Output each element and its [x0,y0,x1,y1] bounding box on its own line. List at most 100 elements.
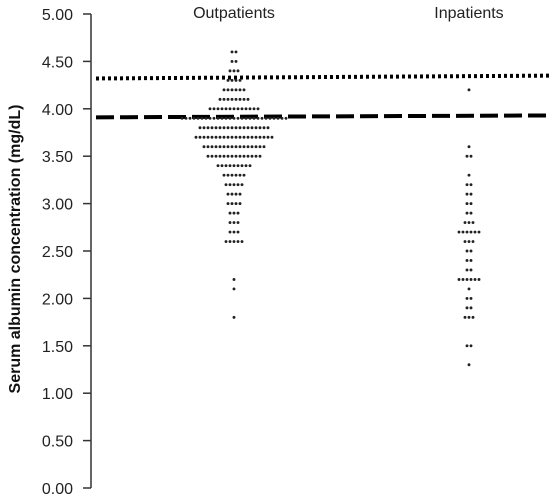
outpatient-data-point [220,116,224,120]
outpatient-data-point [206,135,210,139]
outpatient-data-point [250,135,254,139]
outpatient-data-point [276,116,280,120]
outpatient-data-point [222,145,226,149]
inpatient-data-point [465,259,469,262]
outpatient-data-point [212,116,216,120]
outpatient-data-point [236,183,240,187]
outpatient-data-point [240,107,244,111]
inpatient-data-point [477,277,481,281]
outpatient-data-point [242,154,246,158]
outpatient-data-point [244,164,248,168]
outpatient-data-point [236,240,240,243]
outpatient-data-point [236,69,240,73]
inpatient-data-point [473,230,477,234]
outpatient-data-point [270,135,274,139]
outpatient-data-point [208,107,212,111]
outpatient-data-point [246,154,250,158]
outpatient-data-point [250,145,254,149]
outpatient-data-point [226,154,230,158]
outpatient-data-point [236,211,240,215]
outpatient-data-point [230,202,234,206]
inpatient-data-point [461,230,465,234]
outpatient-data-point [220,164,224,168]
outpatient-data-point [238,88,242,92]
outpatient-data-point [232,315,236,319]
outpatient-data-point [194,135,198,139]
inpatient-data-point [471,315,475,319]
outpatient-data-point [214,145,218,149]
outpatient-data-point [238,145,242,149]
outpatient-data-point [230,78,234,82]
outpatient-data-point [272,116,276,120]
outpatient-data-point [234,50,238,54]
outpatient-data-point [214,154,218,158]
outpatient-data-point [228,183,232,187]
outpatient-data-point [218,135,222,139]
outpatient-data-point [210,154,214,158]
inpatient-data-point [469,230,473,234]
outpatient-data-point [202,126,206,130]
outpatient-data-point [262,126,266,130]
outpatient-data-point [260,116,264,120]
inpatient-data-point [465,183,469,187]
outpatient-data-point [236,221,240,225]
outpatient-data-point [230,145,234,149]
outpatient-data-point [200,116,204,120]
outpatient-data-point [234,154,238,158]
outpatient-data-point [228,211,232,215]
y-tick-label: 1.50 [42,339,73,356]
outpatient-data-point [226,78,230,82]
outpatient-data-point [234,173,238,177]
inpatient-data-point [469,202,473,206]
outpatient-data-point [238,154,242,158]
outpatient-data-point [232,183,236,187]
outpatient-data-point [210,135,214,139]
outpatient-data-point [216,116,220,120]
outpatient-data-point [254,154,258,158]
outpatient-data-point [234,145,238,149]
outpatient-data-point [250,154,254,158]
outpatient-data-point [212,107,216,111]
outpatient-data-point [230,59,234,63]
outpatient-data-point [224,240,228,243]
outpatient-data-point [246,145,250,149]
category-label-outpatients: Outpatients [193,5,275,22]
inpatient-data-point [469,268,473,272]
outpatient-data-point [228,230,232,234]
outpatient-data-point [222,135,226,139]
outpatient-data-point [246,97,250,101]
inpatient-data-point [469,154,473,158]
outpatient-data-point [216,164,220,168]
outpatient-data-point [234,135,238,139]
reference-line-dashed [95,113,553,120]
inpatient-data-point [467,363,471,367]
outpatient-data-point [258,145,262,149]
outpatient-data-point [224,164,228,168]
outpatient-data-point [236,107,240,111]
outpatient-data-point [232,287,236,291]
outpatient-data-point [232,221,236,225]
outpatient-data-point [224,183,228,187]
outpatient-data-point [210,145,214,149]
outpatient-data-point [232,277,236,281]
outpatient-data-point [232,116,236,120]
outpatient-data-point [258,126,262,130]
outpatient-data-point [236,116,240,120]
inpatient-data-point [465,202,469,206]
inpatient-data-point [473,277,477,281]
outpatient-data-point [220,107,224,111]
inpatient-data-point [471,240,475,243]
outpatient-data-point [234,126,238,130]
outpatient-data-point [238,192,242,196]
inpatient-data-point [457,230,461,234]
outpatient-data-point [218,126,222,130]
outpatient-data-point [266,126,270,130]
outpatient-data-point [252,107,256,111]
outpatient-data-point [234,88,238,92]
inpatient-data-point [467,145,471,149]
inpatient-data-point [463,221,467,225]
outpatient-data-point [244,116,248,120]
outpatient-data-point [214,135,218,139]
outpatient-data-point [234,97,238,101]
outpatient-data-point [248,116,252,120]
